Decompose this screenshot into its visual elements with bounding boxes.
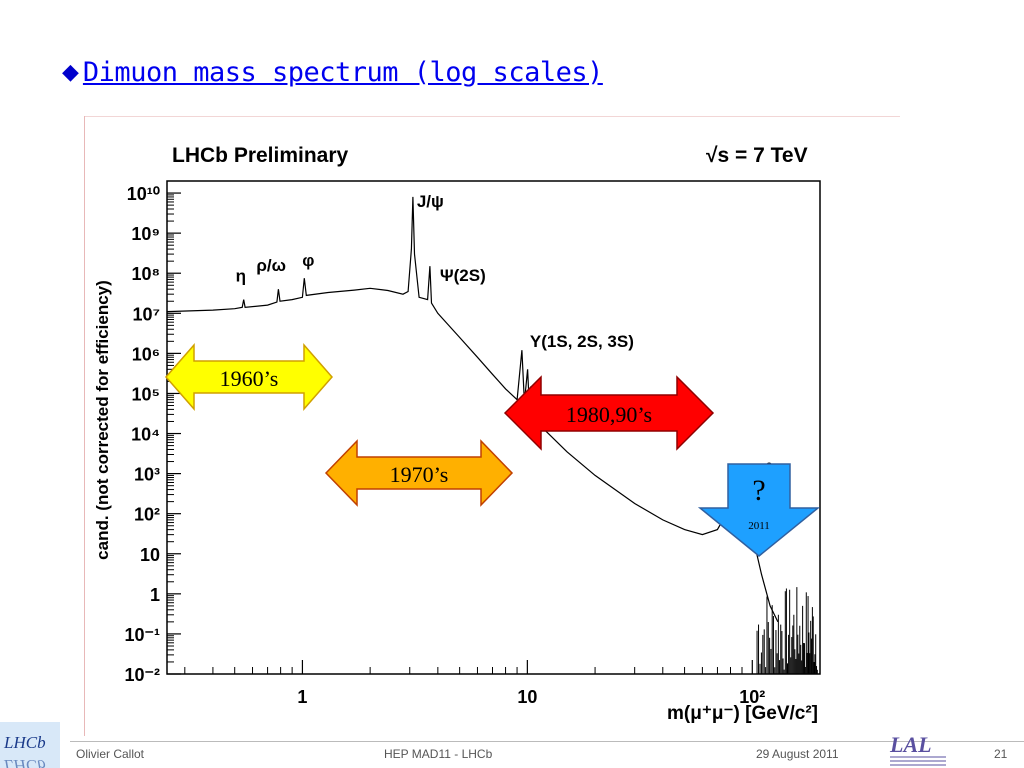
x-minor-ticks — [184, 667, 821, 674]
svg-text:LAL: LAL — [889, 732, 932, 757]
era-arrow-1980s-90s: 1980,90’s — [503, 375, 715, 451]
era-arrow-2011-shape — [697, 463, 821, 557]
y-tick-label: 10⁴ — [131, 425, 160, 445]
x-ticks: 1 10 10² — [297, 660, 765, 707]
chart-title: LHCb Preliminary — [172, 144, 349, 167]
peak-label: Υ(1S, 2S, 3S) — [530, 332, 634, 351]
y-tick-label: 10¹⁰ — [127, 184, 160, 204]
peak-label: J/ψ — [417, 192, 444, 211]
peak-label: ρ/ω — [256, 256, 286, 275]
footer-page-number: 21 — [994, 747, 1008, 761]
footer-rule — [70, 741, 1024, 742]
y-tick-label: 1 — [150, 585, 160, 605]
y-tick-label: 10² — [134, 505, 160, 525]
figure-left-rule — [84, 116, 85, 736]
footer-event: HEP MAD11 - LHCb — [384, 747, 493, 761]
x-axis-label: m(μ⁺μ⁻) [GeV/c²] — [667, 703, 818, 724]
era-arrow-1960s: 1960’s — [165, 343, 333, 411]
era-arrow-1970s: 1970’s — [324, 439, 514, 507]
figure-top-rule — [84, 116, 900, 117]
diamond-bullet-icon: ◆ — [62, 59, 79, 84]
y-tick-label: 10⁷ — [133, 304, 160, 324]
era-arrow-1970s-shape — [324, 439, 514, 507]
svg-text:LHCb: LHCb — [3, 733, 46, 752]
y-tick-label: 10⁹ — [131, 224, 160, 244]
x-tick-label: 10² — [739, 687, 765, 707]
svg-text:LHCb: LHCb — [3, 756, 46, 768]
plot-frame — [166, 180, 821, 675]
slide-title: Dimuon mass spectrum (log scales) — [82, 56, 603, 88]
y-axis-label: cand. (not corrected for efficiency) — [93, 280, 112, 560]
lal-logo: LAL — [889, 732, 946, 766]
y-tick-label: 10⁵ — [132, 384, 160, 404]
peak-label: Ψ(2S) — [440, 266, 486, 285]
high-mass-spikes — [756, 587, 818, 674]
y-tick-label: 10⁻¹ — [124, 625, 160, 645]
era-arrow-1970s-label: 1970’s — [390, 462, 449, 487]
x-tick-label: 1 — [297, 687, 307, 707]
energy-label: √s = 7 TeV — [706, 144, 808, 167]
era-arrow-2011: ? 2011 — [697, 463, 821, 557]
slide-title-row: ◆ Dimuon mass spectrum (log scales) — [62, 52, 603, 92]
era-arrow-1980s-90s-label: 1980,90’s — [566, 402, 652, 427]
footer-author: Olivier Callot — [76, 747, 145, 761]
footer-date: 29 August 2011 — [756, 747, 839, 761]
era-arrow-2011-question: ? — [752, 474, 765, 507]
era-arrow-1960s-label: 1960’s — [220, 366, 279, 391]
peak-labels: J/ψΨ(2S)Υ(1S, 2S, 3S)Z⁰ηρ/ωφ — [236, 192, 773, 480]
era-arrow-1980s-90s-shape — [503, 375, 715, 451]
y-tick-label: 10⁶ — [132, 344, 160, 364]
y-minor-ticks — [167, 180, 174, 663]
era-arrow-2011-year: 2011 — [748, 520, 770, 532]
y-tick-label: 10⁸ — [131, 264, 160, 284]
y-tick-label: 10⁻² — [124, 665, 160, 685]
y-ticks: 10¹⁰ 10⁹ 10⁸ 10⁷ 10⁶ 10⁵ 10⁴ 10³ 10² 10 1 10⁻¹ 10⁻² — [124, 184, 181, 685]
y-tick-label: 10³ — [134, 465, 160, 485]
x-tick-label: 10 — [517, 687, 537, 707]
dimuon-mass-chart: 10¹⁰10⁹10⁸10⁷10⁶10⁵10⁴10³10²10110⁻¹10⁻² … — [93, 144, 821, 724]
peak-label: η — [236, 267, 246, 286]
series-line-dimuon-spectrum — [166, 196, 779, 623]
peak-label: φ — [302, 251, 314, 270]
era-arrow-1960s-shape — [165, 343, 333, 411]
lhcb-logo: LHCb LHCb — [0, 722, 60, 768]
y-tick-label: 10 — [140, 545, 160, 565]
